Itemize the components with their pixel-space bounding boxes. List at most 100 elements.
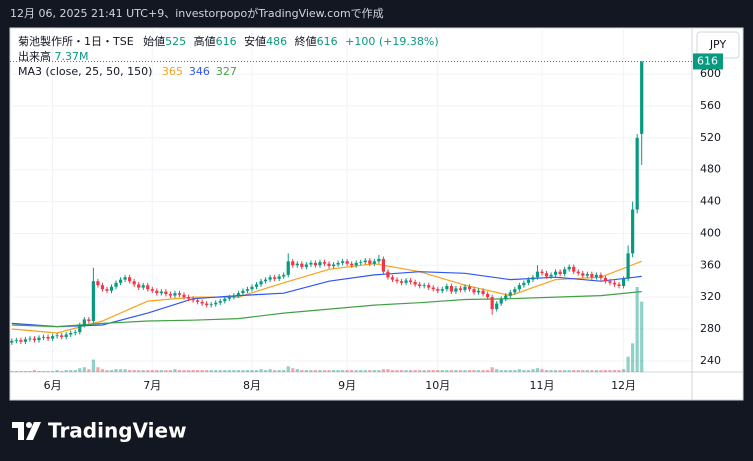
volume-bar	[318, 370, 322, 372]
candle-body	[273, 277, 277, 279]
volume-bar	[535, 368, 540, 372]
candle-body	[141, 285, 145, 288]
candle-body	[594, 274, 598, 278]
candle-body	[540, 271, 544, 274]
currency[interactable]: JPY	[709, 38, 727, 51]
volume-bar	[23, 371, 28, 372]
candle-body	[563, 269, 567, 275]
candle-body	[304, 264, 308, 267]
volume-bar	[585, 370, 589, 372]
volume-bar	[182, 370, 186, 372]
volume-bar	[91, 359, 95, 372]
candle-body	[318, 262, 322, 266]
candle-body	[499, 298, 503, 304]
candle-body	[612, 282, 617, 285]
chart-panel	[9, 27, 744, 401]
candle-body	[223, 298, 227, 302]
volume-bar	[78, 368, 82, 372]
candle-body	[554, 271, 558, 275]
candle-body	[490, 297, 494, 310]
candle-body	[259, 281, 263, 285]
candle-body	[150, 289, 154, 291]
candle-body	[214, 302, 218, 305]
volume-bar	[590, 370, 594, 372]
volume-bar	[245, 370, 250, 372]
volume-bar	[458, 370, 463, 372]
volume-bar	[236, 370, 240, 372]
candle-body	[268, 277, 272, 280]
volume-bar	[259, 369, 263, 372]
volume-bar	[286, 366, 290, 372]
volume-bar	[50, 371, 55, 372]
candle-body	[635, 137, 639, 210]
volume-bar	[46, 371, 50, 372]
volume-bar	[517, 369, 521, 372]
volume-bar	[567, 370, 571, 372]
candle-body	[445, 286, 449, 290]
volume-bar	[295, 369, 299, 372]
caption: 12月 06, 2025 21:41 UTC+9、investorpopoがTr…	[10, 6, 384, 20]
volume-bar	[64, 370, 68, 372]
volume-bar	[431, 370, 435, 372]
volume-bar	[549, 370, 553, 372]
ma-value: 346	[188, 65, 210, 78]
candle-body	[128, 277, 132, 282]
volume-bar	[282, 370, 286, 372]
candle-body	[617, 284, 621, 286]
candle-body	[73, 332, 77, 333]
candle-body	[286, 261, 290, 275]
y-tick-label: 320	[700, 290, 721, 303]
candle-body	[96, 281, 100, 286]
volume-bar	[495, 369, 499, 372]
volume-bar	[69, 370, 73, 372]
volume-bar	[155, 370, 159, 372]
o-value: 525	[165, 35, 187, 48]
candle-body	[177, 293, 182, 295]
volume-bar	[476, 370, 481, 372]
candle-body	[327, 263, 331, 267]
volume-bar	[522, 370, 526, 372]
volume-bar	[399, 370, 404, 372]
candle-body	[590, 274, 594, 278]
candle-body	[381, 258, 386, 272]
volume-bar	[327, 370, 331, 372]
candle-body	[168, 293, 173, 296]
candle-body	[309, 262, 313, 265]
candle-body	[404, 280, 408, 283]
volume-bar	[603, 370, 608, 372]
legend: 菊池製作所・1日・TSE 始値525 高値616 安値486 終値616 +10…	[18, 34, 443, 79]
x-tick-label: 6月	[44, 379, 62, 392]
candle-body	[522, 282, 526, 286]
volume-bar	[350, 370, 354, 372]
candle-body	[535, 271, 540, 278]
volume-bar	[504, 370, 508, 372]
candle-body	[196, 300, 200, 302]
candle-body	[164, 291, 168, 294]
volume-bar	[594, 370, 598, 372]
volume-bar	[440, 370, 444, 372]
volume-value: 7.37M	[54, 50, 89, 63]
volume-bar	[381, 369, 386, 372]
o-label: 始値	[143, 35, 166, 48]
candle-body	[454, 288, 458, 292]
ma-value: 365	[161, 65, 183, 78]
volume-bar	[368, 370, 372, 372]
volume-bar	[526, 370, 531, 372]
volume-bar	[359, 370, 363, 372]
ma-name: MA3 (close, 25, 50, 150)	[18, 65, 153, 78]
volume-bar	[223, 370, 227, 372]
candle-body	[608, 281, 612, 283]
volume-bar	[218, 370, 222, 372]
volume-bar	[454, 370, 458, 372]
candle-body	[232, 295, 236, 298]
candle-body	[118, 279, 123, 283]
volume-bar	[177, 370, 182, 372]
volume-bar	[273, 370, 277, 372]
volume-bar	[28, 371, 32, 372]
candle-body	[486, 293, 490, 298]
candle-body	[69, 332, 73, 335]
volume-bar	[408, 370, 413, 372]
y-tick-label: 560	[700, 99, 721, 112]
candle-body	[60, 335, 64, 337]
volume-bar	[390, 370, 395, 372]
